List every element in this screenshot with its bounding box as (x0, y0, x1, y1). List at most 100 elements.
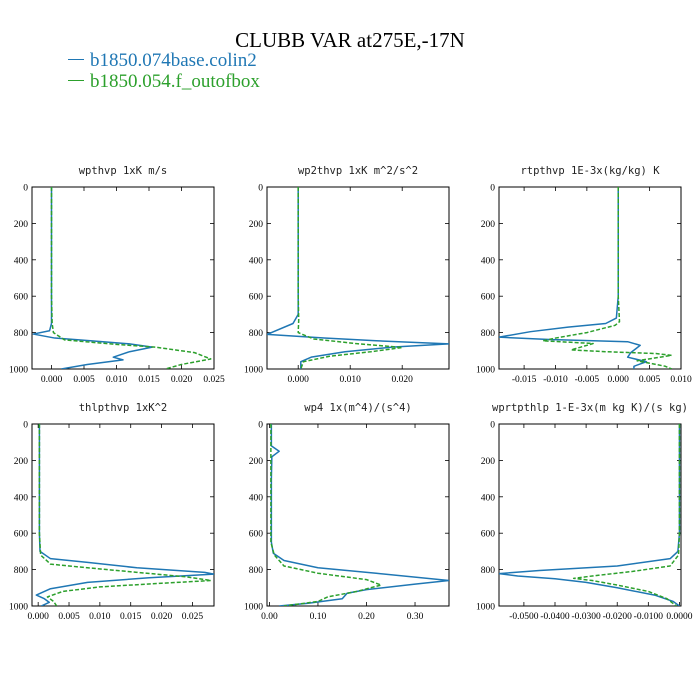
x-tick-label: 0.000 (288, 375, 310, 385)
x-tick-label: 0.010 (106, 375, 128, 385)
series-line-2 (542, 187, 673, 369)
panel-6: wprtpthlp 1-E-3x(m kg K)/(s kg) 0 200 400 60… (476, 402, 693, 622)
x-tick-label: 0.005 (73, 375, 95, 385)
plot-frame (31, 186, 215, 370)
x-tick-label: -0.0100 (634, 612, 664, 622)
x-tick-label: -0.015 (512, 375, 537, 385)
y-tick-label: 800 (481, 566, 496, 576)
panel-title: thlpthvp 1xK^2 (79, 402, 168, 414)
y-tick-label: 1000 (9, 366, 28, 376)
x-tick-label: 0.00 (261, 612, 278, 622)
y-tick-label: 400 (481, 256, 496, 266)
y-tick-label: 0 (490, 421, 495, 431)
y-tick-label: 1000 (476, 366, 495, 376)
panel-title: wprtpthlp 1-E-3x(m kg K)/(s kg) (492, 402, 688, 414)
series-line-2 (38, 424, 212, 606)
legend-item-2: b1850.054.f_outofbox (68, 71, 260, 93)
x-tick-label: 0.015 (138, 375, 160, 385)
y-tick-label: 1000 (9, 603, 28, 613)
series-line-2 (297, 187, 403, 369)
series-line-2 (572, 424, 681, 606)
series-line-1 (499, 424, 681, 606)
x-tick-label: 0.10 (310, 612, 327, 622)
y-tick-label: 200 (14, 457, 29, 467)
plot-frame (498, 423, 682, 607)
y-tick-label: 600 (249, 293, 264, 303)
series-line-1 (499, 187, 648, 369)
x-tick-label: 0.000 (41, 375, 63, 385)
x-tick-label: 0.005 (58, 612, 80, 622)
y-tick-label: 400 (14, 256, 29, 266)
y-tick-label: 0 (258, 184, 263, 194)
series-line-1 (267, 187, 449, 369)
series-line-2 (50, 187, 212, 369)
y-tick-label: 400 (481, 493, 496, 503)
x-tick-label: -0.0400 (540, 612, 570, 622)
x-tick-label: 0.000 (608, 375, 630, 385)
x-tick-label: 0.30 (407, 612, 424, 622)
legend-swatch-2 (68, 80, 84, 82)
x-tick-label: 0.005 (639, 375, 661, 385)
panel-3: rtpthvp 1E-3x(kg/kg) K 0 200 400 600 800 1000 -… (476, 165, 692, 385)
y-tick-label: 800 (14, 566, 29, 576)
panel-1: wpthvp 1xK m/s 0 200 400 600 800 1000 0.000 0.00… (9, 165, 225, 385)
x-tick-label: 0.20 (358, 612, 375, 622)
x-tick-label: 0.025 (182, 612, 204, 622)
y-tick-label: 1000 (476, 603, 495, 613)
x-tick-label: 0.020 (171, 375, 193, 385)
x-tick-label: -0.010 (543, 375, 568, 385)
y-tick-label: 600 (14, 530, 29, 540)
y-tick-label: 1000 (244, 603, 263, 613)
x-tick-label: 0.020 (151, 612, 173, 622)
plot-frame (31, 423, 215, 607)
x-tick-label: 0.025 (203, 375, 225, 385)
x-tick-label: 0.015 (120, 612, 142, 622)
x-tick-label: 0.0000 (666, 612, 692, 622)
legend-item-1: b1850.074base.colin2 (68, 50, 257, 72)
y-tick-label: 0 (490, 184, 495, 194)
y-tick-label: 400 (14, 493, 29, 503)
y-tick-label: 400 (249, 256, 264, 266)
y-tick-label: 800 (249, 329, 264, 339)
y-tick-label: 600 (481, 530, 496, 540)
y-tick-label: 200 (249, 220, 264, 230)
series-line-1 (35, 424, 214, 606)
x-tick-label: 0.010 (89, 612, 111, 622)
y-tick-label: 0 (23, 184, 28, 194)
x-tick-label: -0.0500 (509, 612, 539, 622)
y-tick-label: 600 (249, 530, 264, 540)
x-tick-label: -0.005 (575, 375, 600, 385)
x-tick-label: 0.010 (670, 375, 692, 385)
panel-title: rtpthvp 1E-3x(kg/kg) K (520, 165, 660, 177)
y-tick-label: 1000 (244, 366, 263, 376)
legend-label-2: b1850.054.f_outofbox (90, 71, 260, 92)
legend-label-1: b1850.074base.colin2 (90, 50, 257, 71)
x-tick-label: -0.0300 (571, 612, 601, 622)
y-tick-label: 200 (14, 220, 29, 230)
y-tick-label: 0 (23, 421, 28, 431)
plot-frame (266, 186, 450, 370)
y-tick-label: 0 (258, 421, 263, 431)
y-tick-label: 400 (249, 493, 264, 503)
y-tick-label: 600 (14, 293, 29, 303)
y-tick-label: 800 (481, 329, 496, 339)
y-tick-label: 800 (249, 566, 264, 576)
x-tick-label: 0.010 (340, 375, 362, 385)
x-tick-label: 0.000 (27, 612, 49, 622)
legend-swatch-1 (68, 59, 84, 61)
y-tick-label: 800 (14, 329, 29, 339)
plot-frame (498, 186, 682, 370)
y-tick-label: 600 (481, 293, 496, 303)
panel-2: wp2thvp 1xK m^2/s^2 0 200 400 600 800 1000 0.00… (244, 165, 450, 385)
y-tick-label: 200 (249, 457, 264, 467)
x-tick-label: 0.020 (392, 375, 414, 385)
series-line-2 (270, 424, 382, 606)
panel-title: wpthvp 1xK m/s (79, 165, 168, 177)
y-tick-label: 200 (481, 457, 496, 467)
y-tick-label: 200 (481, 220, 496, 230)
panel-title: wp2thvp 1xK m^2/s^2 (298, 165, 418, 177)
figure-title: CLUBB VAR at275E,-17N (235, 28, 465, 52)
